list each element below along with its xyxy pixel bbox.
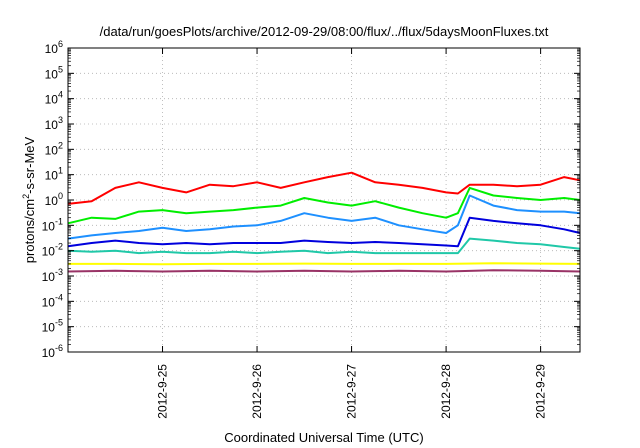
series-line-1	[67, 171, 581, 205]
y-tick-label: 10-5	[42, 318, 63, 335]
series-line-7	[67, 269, 581, 273]
y-tick-label: 103	[45, 115, 63, 132]
x-tick-label: 2012-9-25	[156, 364, 170, 419]
y-tick-label: 105	[45, 64, 63, 81]
x-tick-label: 2012-9-26	[250, 364, 264, 419]
series-line-3	[67, 194, 581, 240]
series-line-2	[67, 186, 581, 225]
y-tick-label: 10-3	[42, 267, 63, 284]
x-tick-labels: 2012-9-25 2012-9-26 2012-9-27 2012-9-28 2012…	[156, 364, 548, 419]
series-line-6	[68, 262, 581, 266]
y-tick-label: 101	[45, 166, 63, 183]
x-tick-label: 2012-9-27	[345, 364, 359, 419]
y-tick-label: 10-2	[42, 242, 63, 259]
chart-title: /data/run/goesPlots/archive/2012-09-29/0…	[100, 24, 549, 39]
series-line-4	[67, 216, 581, 248]
y-tick-label: 100	[45, 191, 63, 208]
x-axis-label: Coordinated Universal Time (UTC)	[224, 430, 423, 445]
ticks	[68, 47, 580, 353]
y-axis-label: protons/cm2-s-sr-MeV	[21, 136, 37, 263]
y-tick-label: 104	[45, 90, 63, 107]
x-tick-label: 2012-9-28	[439, 364, 453, 419]
y-tick-label: 10-6	[42, 343, 63, 360]
y-tick-label: 10-4	[42, 292, 63, 309]
x-tick-label: 2012-9-29	[534, 364, 548, 419]
y-tick-labels: 10-6 10-5 10-4 10-3 10-2 10-1 100 101 102 103 104 1…	[42, 39, 63, 360]
grid	[68, 48, 580, 352]
y-tick-label: 106	[45, 39, 63, 56]
y-tick-label: 102	[45, 140, 63, 157]
y-tick-label: 10-1	[42, 216, 63, 233]
series-line-5	[67, 237, 581, 255]
series-layer	[67, 171, 581, 273]
